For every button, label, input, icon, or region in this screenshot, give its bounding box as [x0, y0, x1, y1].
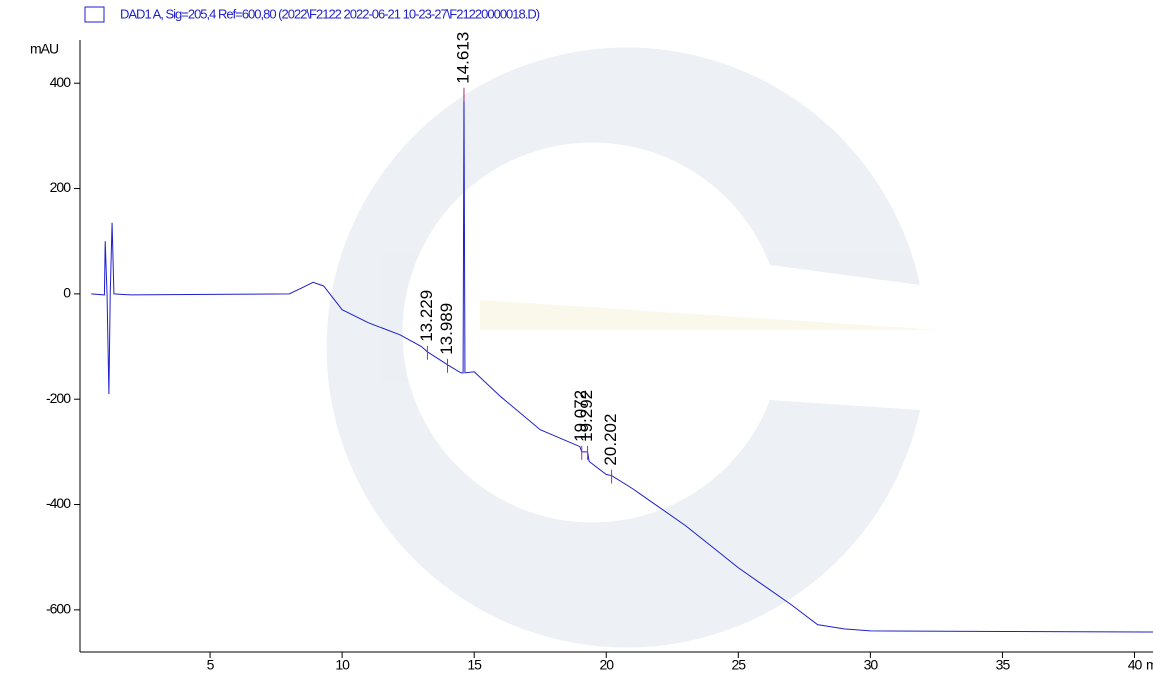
y-tick-label: -400 [46, 495, 71, 511]
legend-swatch [84, 6, 105, 23]
peak-label: 19.292 [577, 390, 596, 442]
peak-label: 13.229 [417, 290, 436, 342]
y-tick-label: 200 [50, 179, 72, 195]
x-axis-label: min [1146, 657, 1153, 673]
x-tick-label: 20 [599, 657, 614, 673]
x-tick-label: 35 [996, 657, 1011, 673]
x-tick-label: 15 [467, 657, 482, 673]
peak-label: 19.072 [571, 390, 590, 442]
x-tick-label: 25 [732, 657, 747, 673]
legend-text: DAD1 A, Sig=205,4 Ref=600,80 (2022\F2122… [120, 6, 540, 21]
watermark [326, 47, 940, 648]
x-tick-label: 10 [335, 657, 350, 673]
x-tick-label: 5 [207, 657, 215, 673]
peak-label: 13.989 [437, 303, 456, 355]
y-tick-label: 0 [63, 285, 71, 301]
y-axis-label: mAU [30, 41, 59, 57]
x-tick-label: 40 [1128, 657, 1143, 673]
x-tick-label: 30 [864, 657, 879, 673]
y-tick-label: -200 [46, 390, 71, 406]
y-tick-label: -600 [46, 601, 71, 617]
y-tick-label: 400 [50, 74, 72, 90]
peak-label: 20.202 [601, 414, 620, 466]
peak-label: 14.613 [453, 32, 472, 84]
